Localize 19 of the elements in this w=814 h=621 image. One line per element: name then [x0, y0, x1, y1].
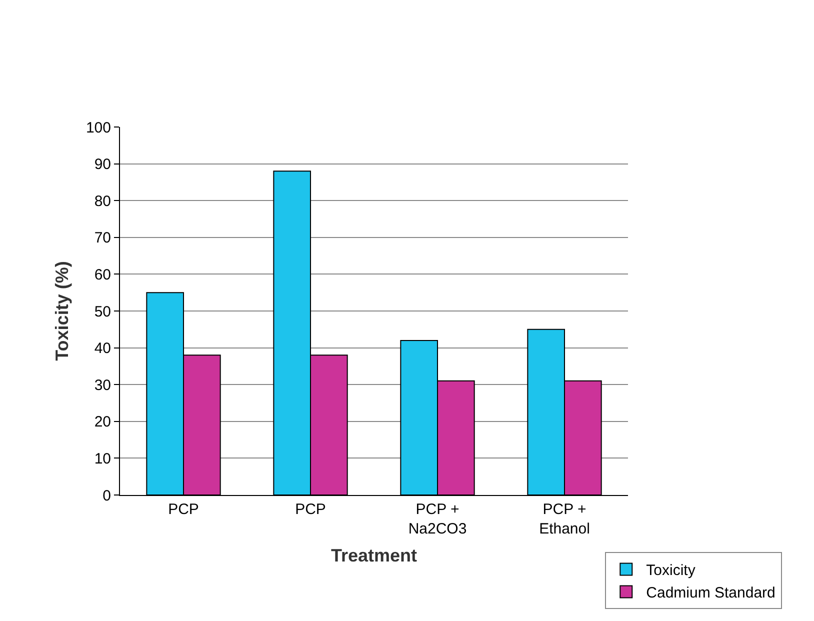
y-tick-label: 20 [94, 414, 111, 431]
y-tick-label: 60 [94, 266, 111, 284]
y-tick-label: 100 [86, 119, 111, 136]
y-tick-label: 40 [94, 340, 111, 358]
x-tick-label: PCP + Na2CO3 [408, 501, 467, 538]
legend-label: Cadmium Standard [646, 584, 776, 602]
y-tick-label: 10 [94, 450, 111, 468]
y-tick-label: 70 [94, 230, 111, 247]
y-tick-label: 30 [94, 376, 111, 394]
x-tick-label: PCP [295, 501, 326, 518]
y-tick-label: 50 [94, 303, 111, 320]
y-axis-title: Toxicity (%) [52, 261, 72, 361]
y-tick-label: 80 [94, 192, 111, 210]
y-tick-label: 0 [102, 487, 111, 504]
x-axis-title: Treatment [330, 546, 418, 566]
x-tick-label: PCP [168, 501, 199, 518]
y-tick-label: 90 [94, 156, 111, 174]
legend-label: Toxicity [646, 562, 696, 580]
x-tick-label: PCP + Ethanol [539, 501, 590, 538]
